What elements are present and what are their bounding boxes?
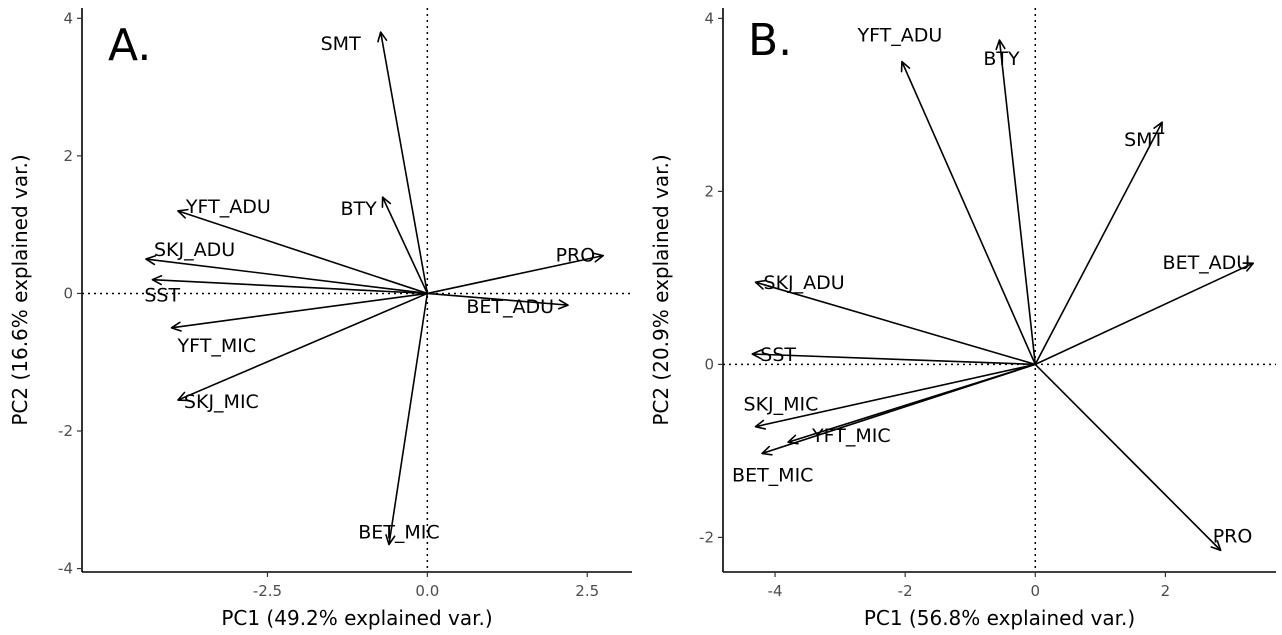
y-axis-title: PC2 (16.6% explained var.) [8, 154, 32, 425]
vector-bty [998, 39, 1037, 365]
x-tick-label: -2 [898, 582, 913, 600]
vector-label-smt: SMT [321, 33, 361, 55]
arrowhead-pro [1210, 540, 1222, 552]
vector-skj-mic [755, 363, 1036, 428]
arrowhead-smt [1153, 121, 1163, 133]
panel-b: -4 -2 0 2 -2 0 2 4 PC1 (56.8% explained var.) PC2… [649, 8, 1276, 630]
vector-smt [379, 31, 429, 294]
x-tick-label: -4 [768, 582, 783, 600]
y-tick-label: 4 [63, 9, 73, 27]
vector-label-bet-mic: BET_MIC [732, 464, 813, 486]
vector-label-bet-adu: BET_ADU [1163, 252, 1251, 274]
vector-smt [1034, 121, 1163, 365]
vector-bty [381, 196, 429, 294]
y-tick-label: -4 [58, 560, 73, 578]
arrowhead-yft-adu [177, 208, 189, 219]
panel-label: A. [108, 20, 151, 71]
vector-label-sst: SST [144, 285, 180, 307]
y-tick-label: 2 [63, 147, 73, 165]
x-axis-title: PC1 (49.2% explained var.) [221, 606, 492, 630]
vector-yft-mic [171, 292, 428, 329]
vector-label-yft-mic: YFT_MIC [811, 425, 891, 447]
arrowhead-bet-adu [1242, 262, 1255, 272]
arrowhead-skj-adu [145, 255, 157, 266]
vector-label-sst: SST [760, 344, 796, 366]
vector-skj-mic [177, 292, 428, 401]
vector-label-bet-adu: BET_ADU [466, 296, 554, 318]
arrowhead-skj-adu [754, 279, 767, 290]
vector-skj-adu [755, 281, 1036, 366]
y-tick-label: 4 [704, 9, 714, 27]
arrowhead-yft-adu [900, 60, 911, 73]
vector-sst [752, 353, 1036, 366]
y-tick-label: 0 [704, 355, 714, 373]
vector-bet-mic [761, 363, 1036, 455]
arrowhead-sst [751, 349, 763, 360]
vector-bet-adu [427, 292, 569, 306]
vector-label-skj-mic: SKJ_MIC [744, 394, 819, 416]
arrowhead-bet-mic [761, 445, 773, 456]
vector-bet-adu [1034, 262, 1254, 366]
vector-label-pro: PRO [1213, 525, 1253, 547]
vector-label-yft-mic: YFT_MIC [177, 335, 257, 357]
x-axis-title: PC1 (56.8% explained var.) [864, 606, 1135, 630]
arrowhead-smt [377, 31, 388, 43]
arrowhead-skj-mic [177, 391, 189, 402]
y-tick-label: 0 [63, 284, 73, 302]
vector-label-yft-adu: YFT_ADU [185, 196, 271, 218]
vector-sst [152, 278, 428, 295]
x-tick-label: -2.5 [253, 582, 282, 600]
vector-label-skj-mic: SKJ_MIC [184, 391, 259, 413]
vector-yft-adu [177, 210, 428, 295]
vector-skj-adu [145, 258, 428, 295]
arrowhead-bet-mic [385, 534, 396, 546]
panel-label: B. [748, 15, 792, 66]
arrowhead-yft-mic [170, 321, 182, 332]
y-tick-label: 2 [704, 182, 714, 200]
vector-label-pro: PRO [556, 245, 596, 267]
vector-label-bty: BTY [983, 48, 1020, 70]
vector-pro [427, 254, 604, 295]
y-axis-title: PC2 (20.9% explained var.) [649, 154, 673, 425]
vector-yft-adu [901, 61, 1037, 365]
arrowhead-sst [151, 275, 163, 286]
vector-label-smt: SMT [1124, 129, 1164, 151]
y-tick-label: -2 [699, 528, 714, 546]
x-tick-label: 0 [1031, 582, 1041, 600]
arrowhead-bty [995, 39, 1006, 51]
x-tick-label: 2.5 [575, 582, 599, 600]
vector-label-bet-mic: BET_MIC [358, 521, 439, 543]
arrowhead-bty [381, 196, 392, 208]
panel-a: -2.5 0.0 2.5 -4 -2 0 2 4 PC1 (49.2% explained va… [8, 8, 632, 630]
arrowhead-pro [592, 252, 605, 263]
vector-label-skj-adu: SKJ_ADU [764, 272, 845, 294]
vector-bet-mic [388, 293, 429, 545]
x-tick-label: 0.0 [415, 582, 439, 600]
vector-label-yft-adu: YFT_ADU [856, 25, 942, 47]
x-tick-label: 2 [1161, 582, 1171, 600]
y-tick-label: -2 [58, 422, 73, 440]
vector-label-skj-adu: SKJ_ADU [154, 239, 235, 261]
vector-pro [1034, 363, 1222, 551]
vector-label-bty: BTY [340, 198, 377, 220]
arrowhead-bet-adu [557, 299, 569, 310]
arrowhead-skj-mic [754, 419, 767, 430]
